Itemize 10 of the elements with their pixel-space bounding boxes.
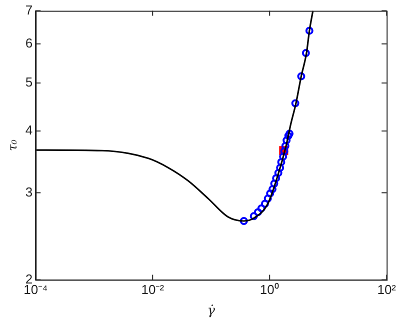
y-axis-title: τ₀ (5, 139, 20, 152)
y-tick-label: 3 (25, 184, 33, 200)
x-tick-label: 10⁰ (260, 282, 280, 298)
y-tick-label: 4 (25, 122, 33, 138)
x-tick-label: 10² (377, 282, 397, 298)
x-axis-title: γ̇ (207, 304, 216, 319)
y-tick-label: 6 (25, 35, 33, 50)
y-tick-label: 7 (25, 2, 33, 18)
x-tick-label: 10⁻² (141, 282, 165, 298)
y-tick-label: 5 (25, 74, 33, 90)
